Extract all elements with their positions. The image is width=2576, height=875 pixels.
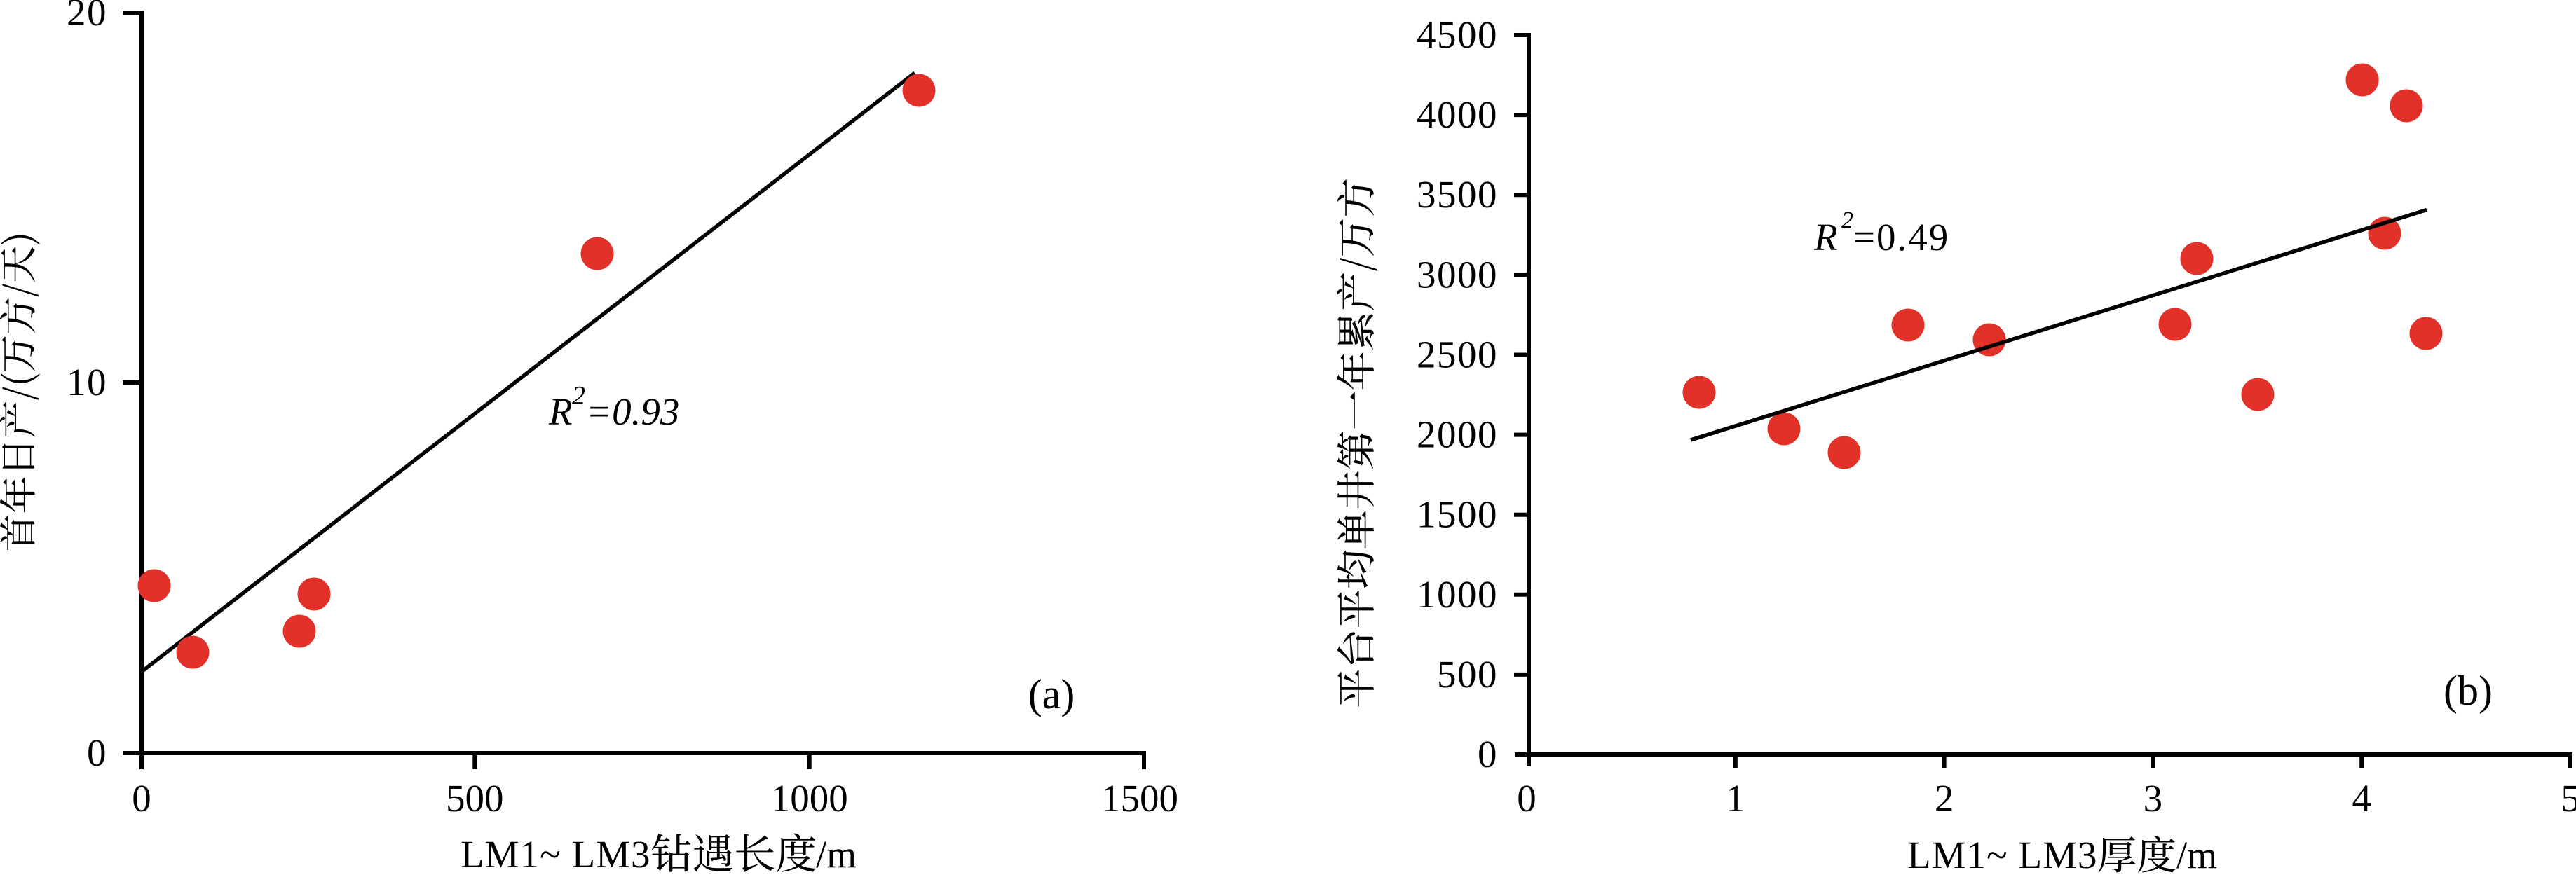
- svg-text:LM1~ LM3: LM1~ LM3: [461, 833, 651, 875]
- svg-text:5: 5: [2561, 777, 2576, 820]
- svg-text:=0.93: =0.93: [586, 390, 679, 433]
- svg-text:2000: 2000: [1417, 413, 1498, 456]
- svg-text:0: 0: [87, 731, 107, 774]
- svg-text:20: 20: [67, 0, 107, 34]
- svg-text:4500: 4500: [1417, 13, 1498, 56]
- svg-text:500: 500: [446, 777, 504, 820]
- svg-text:/m: /m: [816, 833, 857, 875]
- svg-text:LM1~ LM3: LM1~ LM3: [1907, 834, 2098, 875]
- svg-text:0: 0: [1517, 777, 1536, 820]
- svg-text:3000: 3000: [1417, 253, 1498, 296]
- svg-text:1500: 1500: [1101, 777, 1178, 820]
- svg-text:1: 1: [1726, 777, 1745, 820]
- svg-text:2: 2: [1841, 207, 1853, 233]
- svg-text:(a): (a): [1028, 671, 1075, 717]
- svg-text:3: 3: [2144, 777, 2163, 820]
- svg-text:0: 0: [132, 777, 151, 820]
- svg-text:4: 4: [2352, 777, 2371, 820]
- svg-text:1500: 1500: [1417, 493, 1498, 536]
- svg-text:500: 500: [1437, 653, 1498, 696]
- svg-text:1000: 1000: [771, 777, 848, 820]
- svg-text:=0.49: =0.49: [1853, 216, 1949, 259]
- svg-text:4000: 4000: [1417, 93, 1498, 136]
- svg-text:2: 2: [1935, 777, 1954, 820]
- svg-text:1000: 1000: [1417, 573, 1498, 616]
- svg-text:R: R: [1813, 216, 1838, 259]
- svg-text:2: 2: [572, 381, 585, 411]
- svg-text:R: R: [548, 390, 573, 433]
- svg-text:2500: 2500: [1417, 333, 1498, 376]
- svg-text:/m: /m: [2176, 834, 2217, 875]
- svg-text:3500: 3500: [1417, 173, 1498, 216]
- svg-text:10: 10: [67, 361, 107, 404]
- svg-text:(b): (b): [2444, 668, 2493, 714]
- svg-text:0: 0: [1478, 733, 1498, 776]
